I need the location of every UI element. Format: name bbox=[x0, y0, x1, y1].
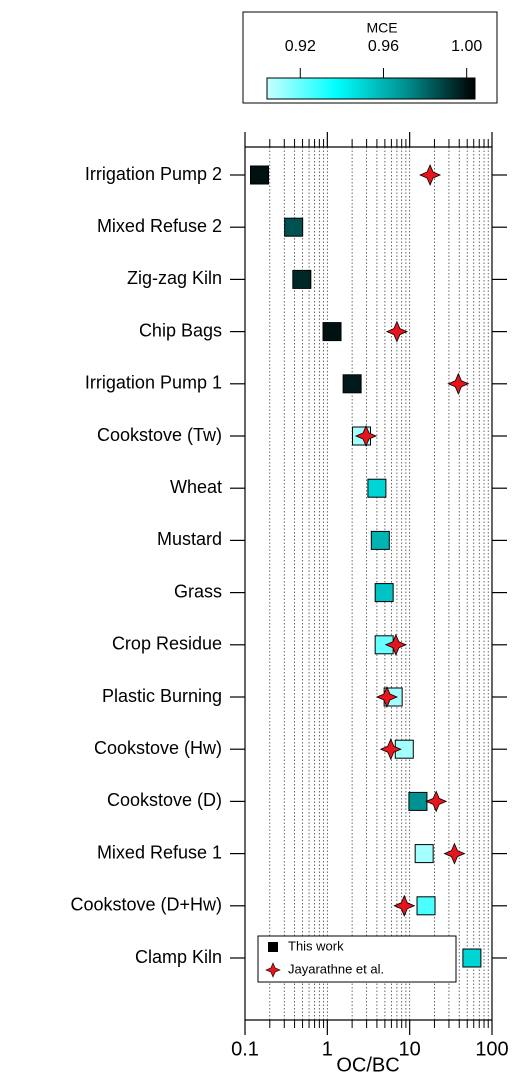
data-star bbox=[447, 372, 470, 395]
x-tick-label: 0.1 bbox=[231, 1038, 259, 1060]
data-square bbox=[414, 844, 434, 864]
y-tick-label: Clamp Kiln bbox=[135, 947, 222, 967]
colorbar-tick-label: 0.96 bbox=[368, 38, 399, 55]
y-tick-label: Cookstove (D) bbox=[107, 790, 222, 810]
data-star bbox=[443, 842, 466, 865]
x-axis-label: OC/BC bbox=[336, 1054, 399, 1076]
data-square bbox=[322, 322, 342, 342]
data-square bbox=[408, 791, 428, 811]
y-tick-label: Zig-zag Kiln bbox=[127, 268, 222, 288]
y-tick-label: Mustard bbox=[157, 529, 222, 549]
colorbar-label: MCE bbox=[366, 20, 397, 36]
data-square bbox=[342, 374, 362, 394]
y-tick-label: Chip Bags bbox=[139, 320, 222, 340]
y-tick-label: Mixed Refuse 1 bbox=[97, 842, 222, 862]
data-square bbox=[416, 896, 436, 916]
y-tick-label: Irrigation Pump 1 bbox=[85, 373, 222, 393]
data-star bbox=[379, 738, 402, 761]
data-square bbox=[249, 165, 269, 185]
y-tick-label: Cookstove (Tw) bbox=[97, 425, 222, 445]
data-square bbox=[284, 217, 304, 237]
data-square bbox=[374, 583, 394, 603]
y-tick-label: Crop Residue bbox=[112, 634, 222, 654]
data-star bbox=[384, 633, 407, 656]
legend-marker bbox=[265, 962, 281, 978]
x-tick-label: 100 bbox=[475, 1038, 508, 1060]
y-tick-label: Cookstove (Hw) bbox=[94, 738, 222, 758]
data-square bbox=[462, 948, 482, 968]
legend-box bbox=[257, 935, 457, 983]
data-star bbox=[385, 320, 408, 343]
y-tick-label: Cookstove (D+Hw) bbox=[70, 895, 222, 915]
colorbar-tick-label: 1.00 bbox=[451, 38, 482, 55]
legend-label: This work bbox=[288, 938, 344, 953]
x-tick-label: 1 bbox=[322, 1038, 333, 1060]
data-star bbox=[393, 894, 416, 917]
y-tick-label: Mixed Refuse 2 bbox=[97, 216, 222, 236]
data-square bbox=[367, 478, 387, 498]
data-square bbox=[370, 530, 390, 550]
y-tick-label: Plastic Burning bbox=[102, 686, 222, 706]
y-tick-label: Wheat bbox=[170, 477, 222, 497]
data-star bbox=[375, 685, 398, 709]
data-star bbox=[425, 790, 448, 813]
data-star bbox=[354, 424, 378, 448]
colorbar bbox=[266, 77, 476, 100]
legend-label: Jayarathne et al. bbox=[288, 961, 384, 976]
x-tick-label: 10 bbox=[399, 1038, 421, 1060]
y-tick-label: Irrigation Pump 2 bbox=[85, 164, 222, 184]
data-square bbox=[292, 269, 312, 289]
colorbar-tick-label: 0.92 bbox=[285, 38, 316, 55]
y-tick-label: Grass bbox=[174, 581, 222, 601]
legend-marker bbox=[268, 942, 278, 952]
data-star bbox=[419, 163, 442, 187]
